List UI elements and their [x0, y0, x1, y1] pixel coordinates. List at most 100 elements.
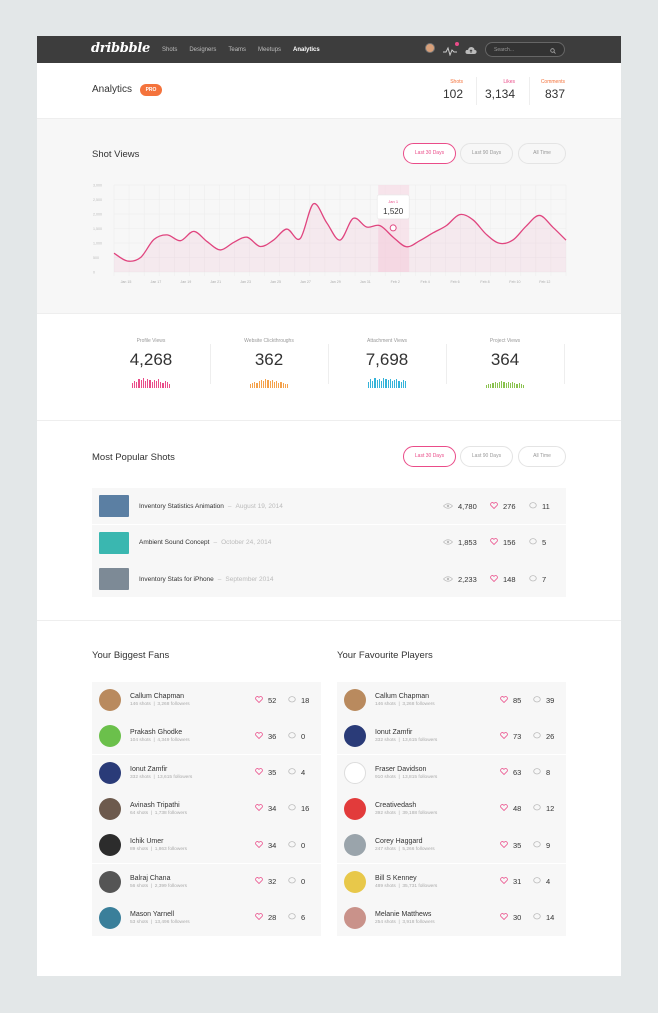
shot-thumbnail[interactable]: [99, 568, 129, 590]
eye-icon: [442, 538, 454, 547]
comment-icon: [533, 695, 541, 705]
cloud-upload-icon[interactable]: [465, 43, 477, 54]
filter-all-time[interactable]: All Time: [518, 143, 566, 164]
search-icon[interactable]: [550, 41, 556, 59]
fan-row[interactable]: Mason Yarnell 53 shots | 13,496 follower…: [92, 899, 321, 936]
sparkline-bar: [520, 384, 522, 388]
person-info: Callum Chapman 146 shots | 3,268 followe…: [130, 693, 190, 707]
avatar[interactable]: [344, 834, 366, 857]
avatar[interactable]: [99, 689, 121, 711]
comments-count: 11: [529, 502, 550, 511]
highlight-point[interactable]: [389, 224, 397, 232]
stat-value: 4,268: [129, 350, 173, 369]
person-meta: 146 shots | 3,268 followers: [130, 702, 190, 707]
followers-count: 13,496 followers: [154, 919, 190, 925]
top-nav: dribbble Shots Designers Teams Meetups A…: [37, 36, 621, 63]
person-name[interactable]: Callum Chapman: [375, 693, 430, 700]
avatar[interactable]: [344, 906, 366, 929]
person-name[interactable]: Prakash Ghodke: [130, 729, 183, 737]
player-row[interactable]: Corey Haggard 247 shots | 5,266 follower…: [337, 827, 566, 864]
avatar[interactable]: [344, 761, 366, 784]
avatar[interactable]: [344, 870, 366, 893]
avatar[interactable]: [99, 834, 121, 857]
person-name[interactable]: Creativedash: [375, 801, 417, 809]
likes-count: 156: [490, 538, 516, 547]
nav-item-teams[interactable]: Teams: [228, 46, 247, 53]
avatar[interactable]: [99, 725, 121, 748]
nav-item-meetups[interactable]: Meetups: [258, 46, 282, 53]
person-name[interactable]: Mason Yarnell: [130, 910, 175, 918]
sparkline-bar: [265, 379, 267, 388]
player-row[interactable]: Melanie Matthews 254 shots | 3,918 follo…: [337, 899, 566, 936]
comments-count: 5: [529, 538, 546, 547]
shot-title[interactable]: Inventory Stats for iPhone: [139, 575, 214, 583]
shot-date-separator: –: [217, 575, 222, 583]
likes-count: 34: [255, 841, 276, 850]
shot-thumbnail[interactable]: [99, 495, 129, 517]
person-name[interactable]: Melanie Matthews: [375, 910, 432, 918]
shot-row[interactable]: Inventory Statistics Animation – August …: [92, 488, 566, 524]
person-name[interactable]: Ionut Zamfir: [130, 765, 168, 773]
player-row[interactable]: Bill S Kenney 489 shots | 35,731 followe…: [337, 863, 566, 900]
fan-row[interactable]: Prakash Ghodke 104 shots | 4,349 followe…: [92, 718, 321, 755]
activity-icon[interactable]: [443, 42, 459, 57]
sparkline-bar: [391, 381, 394, 388]
shot-row[interactable]: Ambient Sound Concept – October 24, 2014…: [92, 524, 566, 561]
person-name[interactable]: Ichik Umer: [130, 838, 164, 846]
views-value: 2,233: [458, 574, 477, 584]
divider: [210, 344, 211, 384]
avatar[interactable]: [344, 797, 366, 820]
sparkline-bar: [158, 379, 160, 388]
avatar[interactable]: [99, 906, 121, 929]
person-name[interactable]: Ionut Zamfir: [375, 729, 413, 737]
user-avatar[interactable]: [425, 43, 435, 53]
fan-row[interactable]: Ichik Umer 89 shots | 1,863 followers 34…: [92, 827, 321, 864]
player-row[interactable]: Fraser Davidson 910 shots | 13,815 follo…: [337, 754, 566, 791]
comment-icon: [533, 877, 541, 886]
filter-last-30-days[interactable]: Last 30 Days: [403, 143, 456, 164]
shot-title[interactable]: Inventory Statistics Animation: [139, 502, 224, 510]
fan-row[interactable]: Callum Chapman 146 shots | 3,268 followe…: [92, 682, 321, 718]
search-box[interactable]: [485, 42, 565, 57]
filter-last-90-days[interactable]: Last 90 Days: [460, 446, 513, 467]
person-name[interactable]: Callum Chapman: [130, 693, 185, 700]
stat-value: 362: [254, 350, 284, 369]
nav-item-shots[interactable]: Shots: [162, 46, 178, 53]
sparkline: [446, 378, 564, 388]
person-name[interactable]: Bill S Kenney: [375, 874, 417, 882]
player-row[interactable]: Callum Chapman 146 shots | 3,268 followe…: [337, 682, 566, 718]
player-row[interactable]: Creativedash 392 shots | 39,188 follower…: [337, 790, 566, 827]
dribbble-logo[interactable]: dribbble: [91, 41, 150, 56]
filter-all-time[interactable]: All Time: [518, 446, 566, 467]
tooltip-label: Jan 1: [388, 199, 399, 204]
fan-row[interactable]: Balraj Chana 56 shots | 2,399 followers …: [92, 863, 321, 900]
player-row[interactable]: Ionut Zamfir 332 shots | 13,615 follower…: [337, 718, 566, 755]
shot-title[interactable]: Ambient Sound Concept: [139, 539, 210, 546]
avatar[interactable]: [99, 797, 121, 820]
avatar[interactable]: [344, 725, 366, 748]
avatar[interactable]: [99, 870, 121, 893]
avatar[interactable]: [99, 761, 121, 784]
views-count: 2,233: [442, 574, 477, 584]
nav-item-designers[interactable]: Designers: [189, 46, 217, 53]
comments-value: 26: [546, 731, 555, 741]
followers-count: 13,615 followers: [157, 774, 193, 780]
likes-value: 276: [503, 501, 516, 511]
filter-last-30-days[interactable]: Last 30 Days: [403, 446, 456, 467]
comments-value: 7: [542, 574, 547, 584]
person-name[interactable]: Avinash Tripathi: [130, 801, 180, 809]
person-name[interactable]: Fraser Davidson: [375, 765, 427, 773]
shot-row[interactable]: Inventory Stats for iPhone – September 2…: [92, 561, 566, 597]
nav-item-analytics[interactable]: Analytics: [293, 46, 320, 53]
avatar[interactable]: [344, 689, 366, 711]
fan-row[interactable]: Ionut Zamfir 332 shots | 13,615 follower…: [92, 754, 321, 791]
comments-value: 16: [301, 804, 310, 814]
filter-last-90-days[interactable]: Last 90 Days: [460, 143, 513, 164]
fan-row[interactable]: Avinash Tripathi 64 shots | 1,738 follow…: [92, 790, 321, 827]
person-name[interactable]: Balraj Chana: [130, 874, 171, 882]
likes-count: 35: [255, 768, 276, 777]
person-name[interactable]: Corey Haggard: [375, 838, 423, 846]
likes-count: 34: [255, 804, 276, 813]
search-input[interactable]: [494, 46, 544, 53]
shot-thumbnail[interactable]: [99, 531, 129, 554]
